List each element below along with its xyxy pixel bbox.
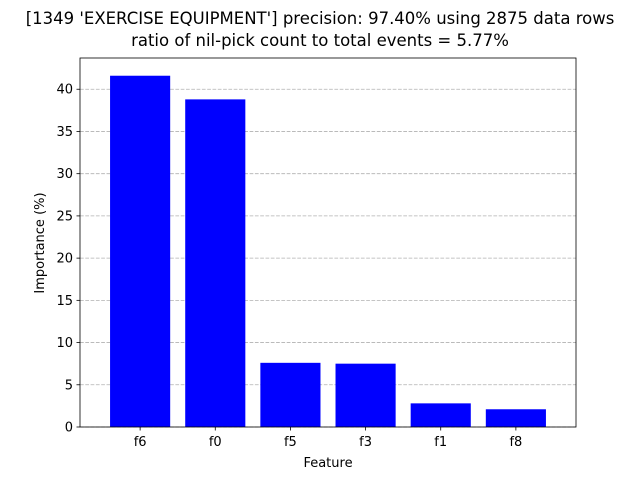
plot-frame (79, 57, 577, 428)
bars (110, 75, 546, 428)
y-tick-label: 25 (56, 209, 73, 224)
x-tick-label-f0: f0 (209, 435, 222, 450)
bar-f0 (185, 99, 246, 428)
x-tick-label-f3: f3 (359, 435, 372, 450)
bar-f1 (410, 403, 471, 427)
y-tick-label: 35 (56, 125, 73, 140)
bar-f8 (485, 409, 546, 427)
chart-title: [1349 'EXERCISE EQUIPMENT'] precision: 9… (0, 8, 640, 52)
y-tick-label: 15 (56, 294, 73, 309)
x-axis-label: Feature (303, 456, 352, 471)
y-tick-label: 0 (65, 421, 73, 436)
y-tick-label: 30 (56, 167, 73, 182)
x-tick-label-f5: f5 (284, 435, 297, 450)
x-tick-label-f8: f8 (509, 435, 522, 450)
chart-title-line-1: [1349 'EXERCISE EQUIPMENT'] precision: 9… (25, 9, 615, 28)
y-tick-label: 10 (56, 336, 73, 351)
bar-f6 (110, 75, 171, 427)
bar-f3 (335, 363, 396, 427)
chart-title-line-2: ratio of nil-pick count to total events … (131, 31, 509, 50)
x-tick-label-f6: f6 (134, 435, 147, 450)
y-tick-label: 20 (56, 252, 73, 267)
bar-f5 (260, 362, 321, 427)
axes: 0 5 10 15 20 25 30 35 40 f6 f0 f5 f3 f1 f8 (56, 57, 577, 450)
y-tick-label: 5 (65, 378, 73, 393)
y-tick-label: 40 (56, 83, 73, 98)
y-axis-label: Importance (%) (33, 192, 48, 293)
x-tick-label-f1: f1 (434, 435, 447, 450)
